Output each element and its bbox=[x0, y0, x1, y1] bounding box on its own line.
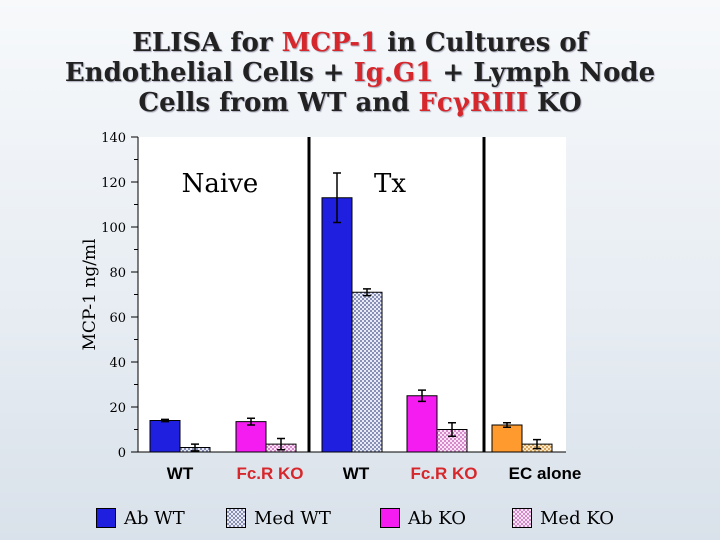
title-line-1: ELISA for MCP-1 in Cultures of bbox=[0, 28, 720, 58]
legend-label: Ab WT bbox=[124, 508, 185, 529]
legend-item: Med KO bbox=[512, 504, 682, 532]
panel-label-naive: Naive bbox=[182, 169, 259, 199]
y-tick-label: 120 bbox=[101, 176, 126, 191]
title-text: in Cultures of bbox=[378, 28, 588, 58]
legend-item: Ab WT bbox=[96, 504, 266, 532]
legend-label: Med KO bbox=[540, 508, 615, 529]
legend-label: Ab KO bbox=[408, 508, 466, 529]
y-tick-label: 20 bbox=[109, 401, 126, 416]
bar-ec_ab bbox=[491, 424, 523, 453]
title-text: KO bbox=[528, 88, 582, 118]
title-line-2: Endothelial Cells + Ig.G1 + Lymph Node bbox=[0, 58, 720, 88]
bar-ab_wt bbox=[321, 197, 353, 453]
legend-label: Med WT bbox=[254, 508, 331, 529]
title-highlight: FcγRIII bbox=[418, 88, 528, 118]
y-tick-label: 80 bbox=[109, 266, 126, 281]
title-highlight: MCP-1 bbox=[281, 28, 379, 58]
title-highlight: Ig.G1 bbox=[353, 58, 434, 88]
y-tick-label: 60 bbox=[109, 311, 126, 326]
legend: Ab WT Med WT Ab KO Med KO bbox=[0, 500, 720, 536]
title-text: ELISA for bbox=[132, 28, 282, 58]
x-group-label: WT bbox=[167, 464, 194, 483]
title-line-3: Cells from WT and FcγRIII KO bbox=[0, 88, 720, 118]
title-text: Cells from WT and bbox=[138, 88, 419, 118]
bar-ab_wt bbox=[149, 420, 181, 453]
x-group-label: Fc.R KO bbox=[410, 464, 477, 483]
y-tick-label: 40 bbox=[109, 356, 126, 371]
legend-item: Med WT bbox=[226, 504, 396, 532]
legend-swatch bbox=[512, 508, 532, 528]
bar-ab_ko bbox=[406, 395, 438, 453]
title-text: + Lymph Node bbox=[433, 58, 656, 88]
legend-swatch bbox=[96, 508, 116, 528]
chart-title: ELISA for MCP-1 in Cultures of Endotheli… bbox=[0, 28, 720, 118]
title-text: Endothelial Cells + bbox=[64, 58, 354, 88]
y-tick-label: 140 bbox=[101, 131, 126, 146]
x-group-label: EC alone bbox=[509, 464, 582, 483]
bar-ab_ko bbox=[235, 421, 267, 453]
legend-swatch bbox=[380, 508, 400, 528]
legend-swatch bbox=[226, 508, 246, 528]
x-group-label: WT bbox=[343, 464, 370, 483]
y-tick-label: 100 bbox=[101, 221, 126, 236]
y-tick-label: 0 bbox=[118, 446, 126, 461]
bar-med_wt bbox=[351, 291, 383, 453]
y-axis-title: MCP-1 ng/ml bbox=[80, 238, 100, 350]
x-group-label: Fc.R KO bbox=[236, 464, 303, 483]
panel-label-tx: Tx bbox=[374, 169, 406, 199]
legend-item: Ab KO bbox=[380, 504, 550, 532]
